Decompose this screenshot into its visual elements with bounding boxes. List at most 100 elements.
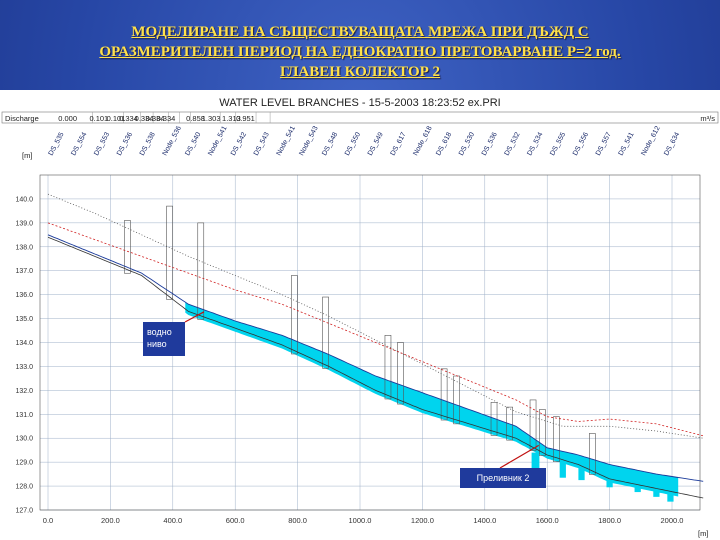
y-tick-label: 135.0	[15, 316, 33, 323]
manhole-shaft	[166, 205, 173, 300]
y-tick-label: 134.0	[15, 340, 33, 347]
water-step-block	[531, 452, 540, 469]
node-label: DS_557	[595, 131, 613, 157]
node-label: DS_548	[321, 131, 339, 157]
node-label: DS_555	[549, 131, 567, 157]
node-label: DS_543	[253, 131, 271, 157]
discharge-value: 0.951	[236, 114, 255, 123]
discharge-unit: m³/s	[700, 114, 715, 123]
node-label: Node_541	[207, 125, 228, 157]
manhole-shaft	[490, 402, 498, 436]
y-tick-label: 139.0	[15, 220, 33, 227]
slide-title: МОДЕЛИРАНЕ НА СЪЩЕСТВУВАЩАТА МРЕЖА ПРИ Д…	[0, 22, 720, 82]
discharge-value: 1.303	[202, 114, 221, 123]
node-label: DS_536	[481, 131, 499, 157]
y-tick-label: 129.0	[15, 460, 33, 467]
node-label: DS_634	[663, 131, 681, 157]
manhole-shaft	[553, 416, 560, 462]
series-ground-level	[47, 193, 704, 439]
discharge-value: 0.000	[58, 114, 77, 123]
slide-title-line-3: ГЛАВЕН КОЛЕКТОР 2	[279, 64, 441, 80]
annotation-overflow: Преливник 2	[460, 468, 546, 488]
y-tick-label: 131.0	[15, 412, 33, 419]
node-label: DS_532	[504, 131, 522, 157]
x-tick-label: 1200.0	[411, 516, 434, 525]
x-axis-unit: [m]	[698, 529, 708, 538]
y-tick-label: 138.0	[15, 244, 33, 251]
discharge-row	[1, 111, 719, 124]
x-tick-label: 200.0	[101, 516, 120, 525]
node-label: DS_542	[230, 131, 248, 157]
node-label: DS_553	[93, 131, 111, 157]
manhole-shaft	[589, 433, 596, 475]
manhole-shaft	[124, 220, 131, 274]
discharge-value: 1.313	[222, 114, 241, 123]
y-tick-label: 133.0	[15, 364, 33, 371]
x-tick-label: 2000.0	[661, 516, 684, 525]
plot-frame	[39, 174, 701, 511]
discharge-label: Discharge	[5, 114, 39, 123]
node-label: DS_535	[48, 131, 66, 157]
node-label: DS_554	[70, 131, 88, 157]
manhole-shaft	[440, 368, 448, 421]
water-step-block	[606, 471, 613, 488]
series-pipe-invert	[47, 236, 704, 499]
x-tick-label: 1000.0	[349, 516, 372, 525]
y-tick-label: 136.0	[15, 292, 33, 299]
y-tick-label: 128.0	[15, 484, 33, 491]
x-tick-label: 800.0	[288, 516, 307, 525]
manhole-shaft	[506, 406, 513, 441]
slide-title-line-2: ОРАЗМЕРИТЕЛЕН ПЕРИОД НА ЕДНОКРАТНО ПРЕТО…	[99, 44, 621, 60]
annotation-arrow-water-level	[184, 311, 205, 323]
discharge-value: 0.334	[157, 114, 176, 123]
discharge-value: 0.334	[119, 114, 138, 123]
node-label: Node_543	[298, 125, 319, 157]
y-axis-unit: [m]	[22, 151, 32, 160]
node-label: Node_541	[276, 125, 297, 157]
node-label: DS_556	[572, 131, 590, 157]
water-level-profile-chart: WATER LEVEL BRANCHES - 15-5-2003 18:23:5…	[1, 97, 719, 538]
manhole-shaft	[539, 409, 546, 456]
node-label: DS_550	[344, 131, 362, 157]
water-step-block	[559, 462, 566, 478]
discharge-value: 0.334	[135, 114, 154, 123]
x-tick-label: 1600.0	[536, 516, 559, 525]
manhole-shaft	[529, 399, 537, 451]
slide-title-line-1: МОДЕЛИРАНЕ НА СЪЩЕСТВУВАЩАТА МРЕЖА ПРИ Д…	[131, 24, 589, 40]
manhole-shaft	[397, 342, 404, 405]
x-tick-label: 600.0	[226, 516, 245, 525]
discharge-value: 0.858	[186, 114, 205, 123]
node-label: DS_541	[618, 131, 636, 157]
annotation-water-level-line-2: ниво	[147, 339, 167, 349]
annotation-arrow-overflow	[499, 444, 540, 469]
water-step-block	[667, 486, 674, 502]
x-tick-label: 1400.0	[473, 516, 496, 525]
discharge-value: 0.334	[146, 114, 165, 123]
manhole-shaft	[384, 335, 392, 400]
discharge-value: 0.101	[89, 114, 108, 123]
y-tick-label: 127.0	[15, 508, 33, 515]
water-step-block	[653, 481, 660, 497]
chart-title: WATER LEVEL BRANCHES - 15-5-2003 18:23:5…	[219, 97, 500, 109]
annotation-water-level: водно ниво	[143, 322, 185, 356]
x-tick-label: 400.0	[163, 516, 182, 525]
node-label: Node_612	[640, 125, 661, 157]
chart-panel: WATER LEVEL BRANCHES - 15-5-2003 18:23:5…	[0, 90, 720, 540]
node-label: DS_549	[367, 131, 385, 157]
series-water-level	[47, 234, 704, 482]
node-label: DS_617	[390, 131, 408, 157]
manhole-shaft	[322, 296, 329, 369]
node-label: Node_536	[162, 125, 183, 157]
series-max-water-level	[47, 222, 704, 437]
x-tick-label: 1800.0	[598, 516, 621, 525]
node-label: DS_618	[435, 131, 453, 157]
node-label: DS_534	[526, 131, 544, 157]
annotation-water-level-line-1: водно	[147, 327, 172, 337]
discharge-value: 0.101	[107, 114, 126, 123]
y-tick-label: 132.0	[15, 388, 33, 395]
water-step-block	[578, 464, 585, 481]
x-tick-label: 0.0	[43, 516, 53, 525]
node-label: Node_618	[412, 125, 433, 157]
node-label: DS_540	[184, 131, 202, 157]
y-tick-label: 140.0	[15, 196, 33, 203]
